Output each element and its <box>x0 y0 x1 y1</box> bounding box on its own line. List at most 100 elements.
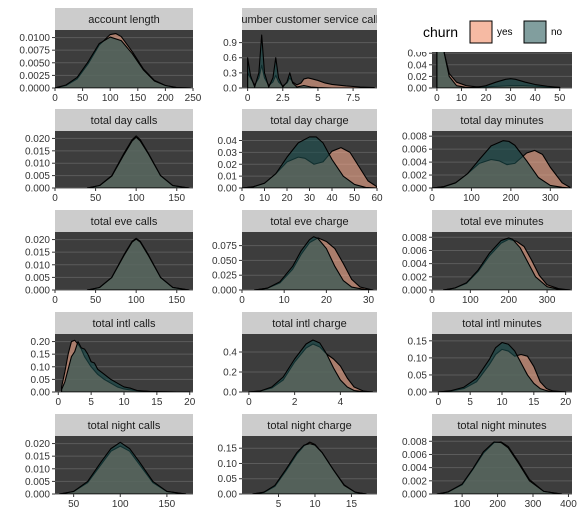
ytick-label-total-intl-minutes: 0.15 <box>408 336 428 347</box>
xtick-label-total-intl-charge: 4 <box>338 397 344 408</box>
ytick-label-total-intl-charge: 0.4 <box>223 348 237 359</box>
ytick-label-total-day-calls: 0.000 <box>25 184 50 195</box>
panel-total-eve-minutes: total eve minutes0.0000.0020.0040.0060.0… <box>402 210 572 306</box>
xtick-label-total-night-charge: 10 <box>309 499 321 510</box>
xtick-label-total-intl-charge: 2 <box>292 397 298 408</box>
ytick-label-total-eve-charge: 0.000 <box>212 286 237 297</box>
panel-total-day-charge: total day charge 0.000.010.020.030.04 0 10 2… <box>218 109 383 204</box>
xtick-label-panel-3: 10 <box>456 93 468 104</box>
xtick-label-total-day-charge: 0 <box>239 193 245 204</box>
ytick-label-total-eve-charge: 0.050 <box>212 256 237 267</box>
ytick-label-panel-3: 0.00 <box>408 84 428 95</box>
xtick-label-total-intl-calls: 5 <box>88 397 94 408</box>
panel-total-day-calls: total day calls0.0000.0050.0100.0150.020… <box>25 109 193 204</box>
xtick-label-total-night-minutes: 100 <box>454 499 471 510</box>
xtick-label-total-night-minutes: 200 <box>489 499 506 510</box>
ytick-label-total-night-calls: 0.020 <box>25 439 50 450</box>
ytick-label-total-eve-minutes: 0.006 <box>402 246 427 257</box>
ytick-label-total-night-minutes: 0.004 <box>402 463 427 474</box>
strip-title-total-night-calls: total night calls <box>88 420 161 432</box>
strip-title-total-intl-minutes: total intl minutes <box>462 318 542 330</box>
xtick-label-total-day-charge: 20 <box>281 193 293 204</box>
ytick-label-total-intl-minutes: 0.05 <box>408 370 428 381</box>
legend-label-yes: yes <box>497 27 513 38</box>
xtick-label-total-intl-minutes: 15 <box>528 397 540 408</box>
ytick-label-account-length: 0.0000 <box>19 84 50 95</box>
ytick-label-total-day-charge: 0.04 <box>218 136 238 147</box>
xtick-label-panel-3: 30 <box>505 93 517 104</box>
ytick-label-total-night-charge: 0.15 <box>218 444 238 455</box>
xtick-label-total-eve-charge: 30 <box>363 295 375 306</box>
xtick-label-total-eve-calls: 100 <box>128 295 145 306</box>
ytick-label-total-night-calls: 0.015 <box>25 452 50 463</box>
xtick-label-total-eve-calls: 0 <box>52 295 58 306</box>
panel-total-intl-charge: total intl charge 0.0 0.2 0.4 0 2 4 <box>223 312 377 408</box>
legend-title: churn <box>423 24 458 40</box>
ytick-label-total-night-calls: 0.000 <box>25 490 50 501</box>
panel-total-night-calls: total night calls 0.000 0.005 0.0100.015 0.0… <box>25 414 193 510</box>
xtick-label-total-eve-minutes: 0 <box>429 295 435 306</box>
xtick-label-total-eve-minutes: 100 <box>462 295 479 306</box>
ytick-label-total-intl-calls: 0.10 <box>31 362 51 373</box>
ytick-label-total-eve-minutes: 0.008 <box>402 233 427 244</box>
xtick-label-account-length: 200 <box>157 93 174 104</box>
panel-total-night-charge: total night charge0.000.050.100.155 10 15 <box>218 414 377 510</box>
ytick-label-total-night-calls: 0.010 <box>25 464 50 475</box>
ytick-label-total-day-charge: 0.03 <box>218 148 238 159</box>
strip-title-total-night-charge: total night charge <box>267 420 351 432</box>
xtick-label-total-day-calls: 50 <box>90 193 102 204</box>
xtick-label-total-intl-calls: 0 <box>56 397 62 408</box>
ytick-label-total-eve-calls: 0.000 <box>25 286 50 297</box>
xtick-label-total-intl-minutes: 20 <box>560 397 572 408</box>
xtick-label-number-customer-service-calls: 7.5 <box>346 93 360 104</box>
ytick-label-total-eve-minutes: 0.004 <box>402 259 427 270</box>
ytick-label-total-night-minutes: 0.000 <box>402 490 427 501</box>
ytick-label-total-night-minutes: 0.002 <box>402 476 427 487</box>
xtick-label-total-day-charge: 40 <box>326 193 338 204</box>
xtick-label-total-night-minutes: 300 <box>525 499 542 510</box>
strip-title-total-eve-charge: total eve charge <box>270 216 348 228</box>
xtick-label-total-night-charge: 5 <box>276 499 282 510</box>
panel-number-customer-service-calls: number customer service calls0.00.30.60.… <box>223 8 384 104</box>
ytick-label-total-day-minutes: 0.002 <box>402 171 427 182</box>
ytick-label-total-night-minutes: 0.008 <box>402 437 427 448</box>
ytick-label-total-eve-calls: 0.015 <box>25 248 50 259</box>
xtick-label-total-eve-charge: 0 <box>239 295 245 306</box>
ytick-label-panel-3: 0.04 <box>408 60 428 71</box>
xtick-label-total-night-charge: 15 <box>346 499 358 510</box>
strip-title-total-eve-minutes: total eve minutes <box>460 216 544 228</box>
ytick-label-total-day-calls: 0.005 <box>25 171 50 182</box>
strip-title-total-night-minutes: total night minutes <box>457 420 547 432</box>
ytick-label-total-intl-minutes: 0.10 <box>408 353 428 364</box>
xtick-label-total-day-calls: 150 <box>168 193 185 204</box>
ytick-label-total-intl-calls: 0.05 <box>31 375 51 386</box>
strip-title-total-intl-charge: total intl charge <box>272 318 347 330</box>
xtick-label-total-eve-minutes: 300 <box>539 295 556 306</box>
xtick-label-total-day-minutes: 300 <box>542 193 559 204</box>
xtick-label-panel-3: 40 <box>530 93 542 104</box>
ytick-label-account-length: 0.0025 <box>19 71 50 82</box>
xtick-label-total-night-calls: 150 <box>159 499 176 510</box>
xtick-label-total-day-calls: 0 <box>52 193 58 204</box>
ytick-label-account-length: 0.0050 <box>19 58 50 69</box>
xtick-label-total-eve-minutes: 200 <box>500 295 517 306</box>
xtick-label-total-eve-charge: 20 <box>321 295 333 306</box>
legend-label-no: no <box>551 27 563 38</box>
xtick-label-total-eve-calls: 150 <box>168 295 185 306</box>
strip-title-number-customer-service-calls: number customer service calls <box>235 14 384 26</box>
ytick-label-number-customer-service-calls: 0.0 <box>223 84 237 95</box>
xtick-label-total-day-minutes: 100 <box>463 193 480 204</box>
xtick-label-total-eve-charge: 10 <box>279 295 291 306</box>
ytick-label-total-eve-minutes: 0.002 <box>402 272 427 283</box>
ytick-label-total-eve-calls: 0.020 <box>25 235 50 246</box>
strip-title-account-length: account length <box>88 14 160 26</box>
ytick-label-panel-3: 0.02 <box>408 72 428 83</box>
xtick-label-total-intl-calls: 20 <box>184 397 196 408</box>
xtick-label-account-length: 0 <box>52 93 58 104</box>
panel-total-night-minutes: total night minutes 0.000 0.002 0.004 0.006 0… <box>402 414 577 510</box>
ytick-label-total-night-charge: 0.00 <box>218 490 238 501</box>
xtick-label-total-intl-calls: 10 <box>118 397 130 408</box>
xtick-label-account-length: 250 <box>185 93 202 104</box>
xtick-label-total-intl-minutes: 10 <box>496 397 508 408</box>
